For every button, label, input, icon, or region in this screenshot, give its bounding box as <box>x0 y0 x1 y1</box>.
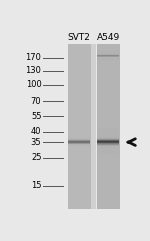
Text: 25: 25 <box>31 153 41 162</box>
Text: 70: 70 <box>31 97 41 106</box>
Text: 35: 35 <box>31 138 41 147</box>
Text: 100: 100 <box>26 80 41 89</box>
Text: A549: A549 <box>97 33 120 42</box>
Text: 15: 15 <box>31 181 41 190</box>
Text: 55: 55 <box>31 112 41 121</box>
Bar <box>97 44 120 209</box>
Text: 40: 40 <box>31 127 41 136</box>
Text: 170: 170 <box>26 53 41 62</box>
Text: SVT2: SVT2 <box>68 33 91 42</box>
Bar <box>91 44 96 209</box>
Bar <box>68 44 91 209</box>
Text: 130: 130 <box>26 66 41 75</box>
